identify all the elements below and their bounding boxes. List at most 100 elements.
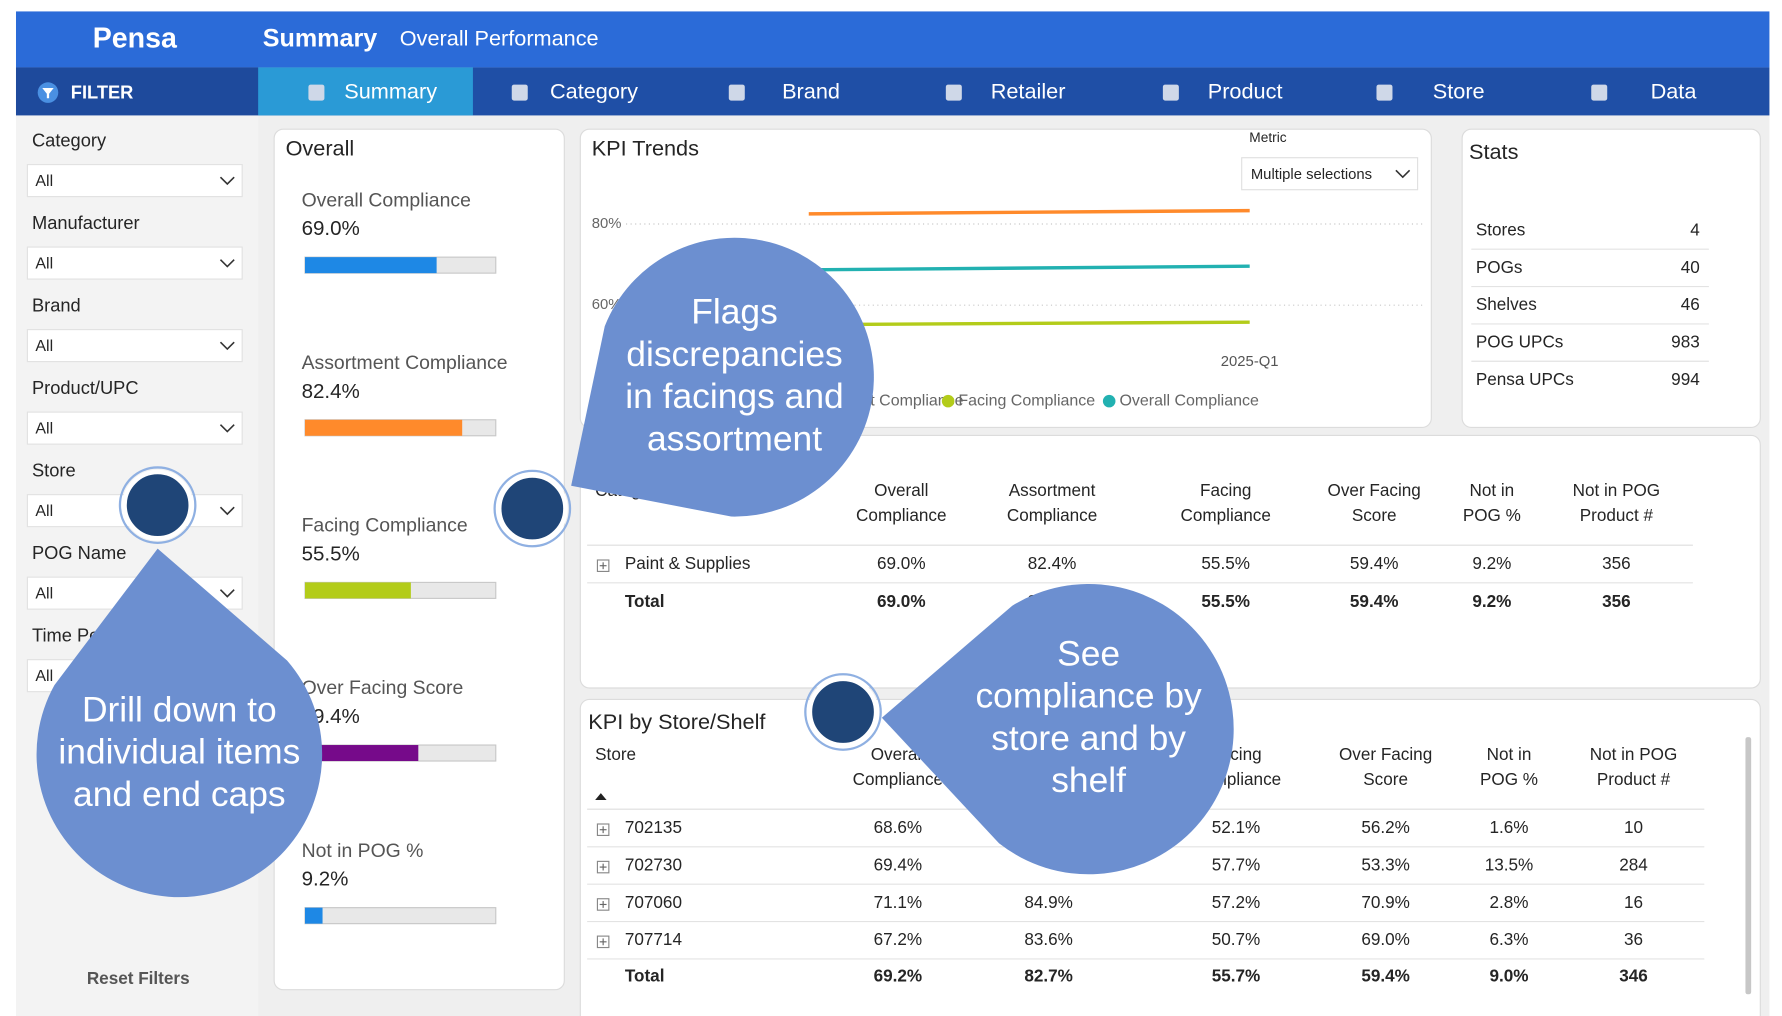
total-cell: 55.7% bbox=[1212, 966, 1261, 986]
nav-tab[interactable]: Product bbox=[1208, 78, 1283, 103]
stat-name: Shelves bbox=[1476, 294, 1537, 314]
table-cell: 16 bbox=[1624, 892, 1643, 912]
total-cell: 9.0% bbox=[1489, 966, 1528, 986]
metric-dropdown bbox=[1241, 157, 1419, 191]
chevron-icon bbox=[1395, 169, 1411, 179]
table-cell: 284 bbox=[1619, 854, 1648, 874]
chevron-icon bbox=[219, 176, 235, 186]
column-header: Score bbox=[1352, 505, 1397, 525]
callout-bubble bbox=[571, 237, 874, 517]
column-header: Store bbox=[595, 744, 636, 764]
filter-name: Store bbox=[32, 460, 76, 481]
sort-arrow bbox=[595, 793, 607, 800]
kpi-value: 69.0% bbox=[302, 217, 360, 240]
chevron-icon bbox=[219, 341, 235, 351]
nav-tab[interactable]: Store bbox=[1433, 78, 1485, 103]
kpi-name: Facing Compliance bbox=[302, 515, 468, 537]
filter-name: Brand bbox=[32, 295, 81, 316]
filter-name: Category bbox=[32, 130, 107, 151]
column-header: Compliance bbox=[856, 505, 946, 525]
reset-filters[interactable]: Reset Filters bbox=[87, 968, 190, 988]
table-cell: 53.3% bbox=[1361, 854, 1410, 874]
total-cell: Total bbox=[625, 591, 665, 611]
table-cell: 1.6% bbox=[1489, 817, 1528, 837]
table-cell: 10 bbox=[1624, 817, 1643, 837]
series-line bbox=[808, 208, 1250, 216]
kpi-name: Overall Compliance bbox=[302, 189, 471, 211]
total-cell: 69.2% bbox=[874, 966, 923, 986]
table-cell: 57.7% bbox=[1212, 854, 1261, 874]
tab-icon bbox=[511, 84, 528, 101]
kpi-bar bbox=[304, 257, 437, 274]
chart-title: KPI Trends bbox=[592, 135, 699, 160]
table-cell: 68.6% bbox=[874, 817, 923, 837]
filter-name: Product/UPC bbox=[32, 377, 139, 398]
metric-label: Metric bbox=[1249, 130, 1286, 145]
table-cell: 2.8% bbox=[1489, 892, 1528, 912]
logo: Pensa bbox=[93, 23, 178, 55]
metric-value[interactable]: Multiple selections bbox=[1251, 167, 1372, 183]
nav-tab[interactable]: Data bbox=[1651, 78, 1698, 103]
table-cell: 71.1% bbox=[874, 892, 923, 912]
stat-name: Stores bbox=[1476, 219, 1525, 239]
overall-panel bbox=[273, 128, 565, 991]
table-cell: 84.9% bbox=[1024, 892, 1073, 912]
table-cell: 50.7% bbox=[1212, 929, 1261, 949]
table-cell: 70.9% bbox=[1361, 892, 1410, 912]
x-tick-label: 2025-Q1 bbox=[1221, 354, 1279, 370]
stat-value: 40 bbox=[1681, 257, 1700, 277]
table-cell: 702730 bbox=[625, 854, 682, 874]
legend-dot bbox=[941, 394, 955, 408]
tab-icon bbox=[1591, 84, 1608, 101]
column-header: Over Facing bbox=[1328, 480, 1421, 500]
callout-bubble bbox=[36, 548, 323, 898]
kpi-bar bbox=[304, 582, 411, 599]
nav-tab[interactable]: Summary bbox=[344, 78, 437, 103]
kpi-value: 9.2% bbox=[302, 868, 349, 891]
filter-name: Manufacturer bbox=[32, 212, 140, 233]
filter-value[interactable]: All bbox=[35, 668, 53, 685]
chevron-icon bbox=[219, 259, 235, 268]
kpi-track bbox=[304, 907, 497, 925]
stat-name: Pensa UPCs bbox=[1476, 369, 1574, 389]
filter-dropdown bbox=[26, 246, 243, 280]
callout-text: and end caps bbox=[73, 774, 286, 814]
table-cell: 707060 bbox=[625, 892, 682, 912]
hotspot-ring bbox=[118, 466, 197, 544]
callout-text: See bbox=[1057, 633, 1120, 673]
filter-value[interactable]: All bbox=[35, 255, 53, 272]
legend-label: Overall Compliance bbox=[1119, 392, 1259, 409]
filter-value[interactable]: All bbox=[35, 173, 53, 190]
filter-value[interactable]: All bbox=[35, 420, 53, 437]
tab-icon bbox=[308, 84, 325, 101]
nav-tab[interactable]: Retailer bbox=[991, 78, 1066, 103]
table-cell: 356 bbox=[1602, 553, 1631, 573]
filter-value[interactable]: All bbox=[35, 586, 53, 603]
callout-text: individual items bbox=[58, 732, 300, 772]
hotspot[interactable] bbox=[122, 469, 194, 541]
header-bar bbox=[15, 11, 1770, 68]
kpi-bar bbox=[304, 745, 419, 762]
column-header: Compliance bbox=[1180, 505, 1270, 525]
nav-tab[interactable]: Brand bbox=[782, 78, 840, 103]
hotspot[interactable] bbox=[807, 676, 879, 748]
filter-funnel bbox=[42, 88, 54, 99]
table-cell: 707714 bbox=[625, 929, 683, 949]
filter-value[interactable]: All bbox=[35, 338, 53, 355]
active-tab bbox=[258, 67, 473, 116]
filter-name: POG Name bbox=[32, 542, 126, 563]
callout-text: in facings and bbox=[625, 376, 843, 416]
total-cell: 59.4% bbox=[1350, 591, 1399, 611]
kpi-bar bbox=[304, 419, 463, 436]
kpi-name: Not in POG % bbox=[302, 840, 424, 862]
total-cell: 55.5% bbox=[1201, 591, 1250, 611]
table-cell: 6.3% bbox=[1489, 929, 1528, 949]
hotspot-ring bbox=[804, 673, 882, 751]
nav-tab[interactable]: Category bbox=[550, 78, 638, 103]
filter-label[interactable]: FILTER bbox=[71, 82, 134, 103]
column-header: POG % bbox=[1463, 505, 1521, 525]
filter-value[interactable]: All bbox=[35, 503, 53, 520]
column-header: POG % bbox=[1480, 769, 1538, 789]
hotspot[interactable] bbox=[496, 473, 568, 544]
